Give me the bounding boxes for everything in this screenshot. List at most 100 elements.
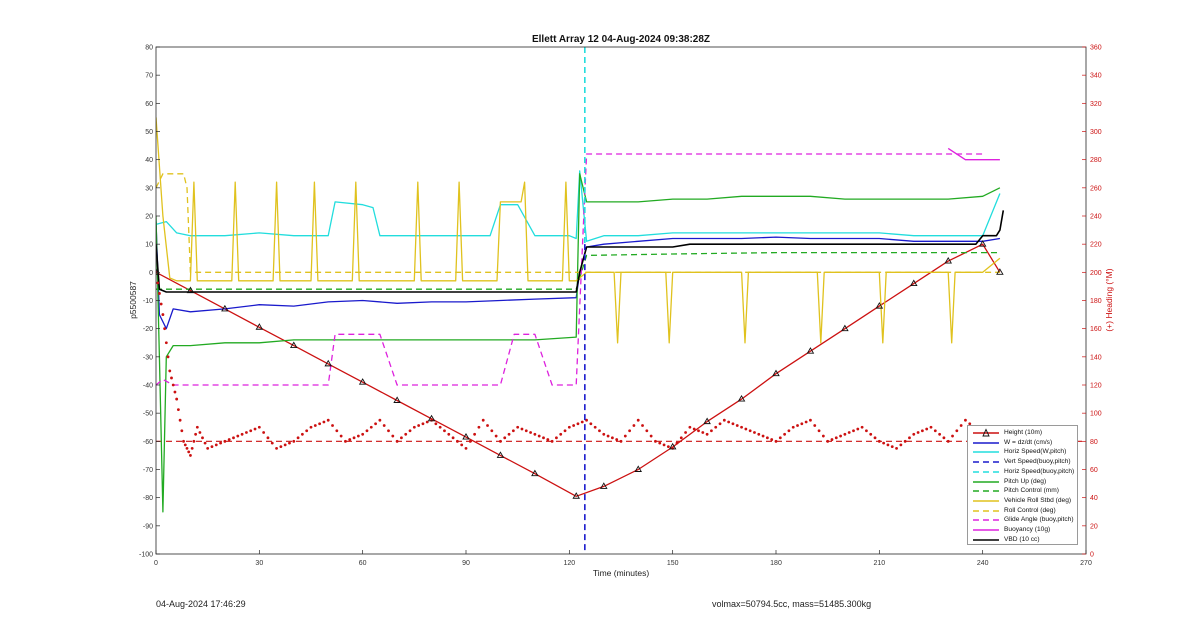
- heading-point: [546, 438, 550, 441]
- legend-label: W = dz/dt (cm/s): [1004, 438, 1053, 446]
- heading-point: [194, 432, 198, 436]
- x-tick-label-2: 60: [359, 560, 367, 567]
- heading-point: [830, 438, 834, 441]
- heading-point: [959, 424, 963, 427]
- series-line-7: [156, 153, 983, 386]
- y2-tick-label-7: 140: [1090, 354, 1102, 361]
- legend-item: VBD (10 cc): [972, 535, 1078, 545]
- heading-point: [580, 420, 584, 424]
- y2-tick-label-14: 280: [1090, 157, 1102, 164]
- y-tick-label-6: -40: [143, 383, 153, 390]
- legend-label: Roll Control (deg): [1004, 506, 1056, 514]
- heading-point: [718, 422, 722, 426]
- heading-point: [520, 427, 524, 431]
- heading-point: [223, 439, 227, 443]
- heading-point: [753, 431, 756, 434]
- height-marker: [255, 323, 264, 330]
- heading-point: [503, 436, 507, 440]
- heading-point: [602, 432, 606, 436]
- heading-point: [908, 436, 911, 440]
- heading-point: [183, 443, 187, 447]
- heading-point: [852, 429, 855, 433]
- heading-point: [331, 424, 334, 427]
- height-marker: [221, 304, 229, 312]
- heading-point: [189, 454, 192, 457]
- legend-label: Pitch Control (mm): [1004, 487, 1059, 495]
- legend-label: Buoyancy (10g): [1004, 526, 1051, 533]
- heading-point: [210, 445, 214, 449]
- heading-point: [533, 432, 537, 436]
- heading-point: [206, 446, 210, 450]
- height-marker: [186, 286, 195, 294]
- heading-point: [219, 441, 222, 445]
- y-tick-label-8: -20: [143, 326, 153, 333]
- heading-point: [942, 436, 946, 440]
- heading-point: [692, 427, 696, 431]
- heading-point: [344, 439, 347, 443]
- heading-point: [688, 425, 692, 429]
- heading-point: [524, 429, 528, 433]
- heading-point: [198, 431, 202, 434]
- heading-point: [895, 446, 898, 450]
- legend-label: Vert Speed(buoy,pitch): [1004, 458, 1071, 466]
- y2-tick-label-11: 220: [1090, 242, 1102, 249]
- heading-point: [628, 429, 632, 433]
- series-line-3: [156, 173, 1001, 513]
- heading-point: [865, 429, 868, 433]
- heading-point: [203, 441, 207, 445]
- heading-point: [361, 432, 365, 436]
- heading-point: [348, 438, 352, 441]
- heading-point: [869, 432, 873, 436]
- heading-point: [486, 424, 489, 427]
- heading-point: [778, 436, 782, 440]
- heading-point: [684, 431, 687, 434]
- y-tick-label-10: 0: [149, 270, 153, 277]
- heading-point: [860, 425, 864, 429]
- heading-point: [156, 281, 160, 285]
- heading-point: [374, 422, 377, 426]
- heading-point: [425, 420, 429, 424]
- heading-point: [964, 418, 967, 422]
- heading-point: [182, 439, 185, 443]
- y2-tick-label-10: 200: [1090, 270, 1102, 277]
- heading-point: [417, 424, 421, 427]
- heading-point: [800, 422, 804, 426]
- legend-item: Vehicle Roll Stbd (deg): [972, 496, 1078, 506]
- height-marker: [324, 359, 333, 367]
- heading-point: [245, 431, 248, 434]
- heading-point: [266, 436, 270, 440]
- heading-point: [951, 434, 954, 438]
- heading-point: [529, 431, 532, 434]
- heading-point: [666, 445, 670, 449]
- heading-point: [166, 355, 170, 359]
- heading-point: [572, 424, 576, 427]
- heading-point: [161, 313, 165, 316]
- y-tick-label-13: 30: [145, 185, 153, 192]
- y-tick-label-3: -70: [143, 467, 153, 474]
- y2-tick-label-1: 20: [1090, 523, 1098, 530]
- heading-point: [158, 292, 161, 295]
- heading-point: [335, 429, 339, 433]
- heading-point: [912, 432, 916, 436]
- heading-point: [481, 418, 485, 422]
- heading-point: [369, 425, 373, 429]
- heading-point: [559, 432, 563, 436]
- heading-point: [455, 439, 459, 443]
- heading-point: [632, 424, 636, 427]
- heading-point: [275, 446, 278, 450]
- heading-point: [619, 439, 623, 443]
- y-tick-label-4: -60: [143, 439, 153, 446]
- heading-point: [817, 429, 821, 433]
- heading-point: [847, 431, 851, 434]
- y-tick-label-15: 50: [145, 129, 153, 136]
- height-marker: [427, 414, 436, 422]
- y-tick-label-16: 60: [145, 101, 153, 108]
- heading-point: [176, 408, 180, 412]
- y2-tick-label-5: 100: [1090, 411, 1102, 418]
- heading-point: [920, 429, 924, 433]
- heading-point: [856, 427, 860, 431]
- legend-label: Horiz Speed(W,pitch): [1004, 448, 1067, 456]
- heading-point: [253, 427, 257, 431]
- heading-point: [826, 439, 830, 443]
- heading-point: [929, 425, 933, 429]
